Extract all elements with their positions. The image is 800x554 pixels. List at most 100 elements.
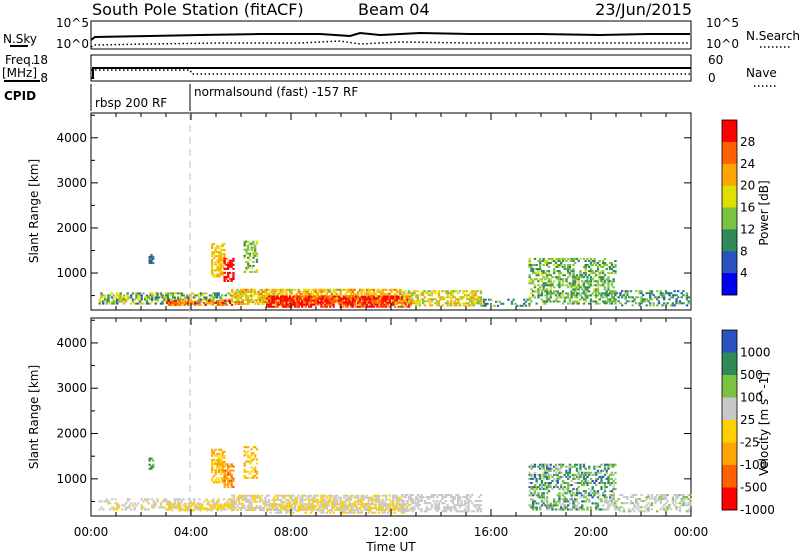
- velocity-cell: [399, 496, 402, 499]
- power-cell: [364, 299, 367, 302]
- power-cell: [430, 292, 434, 295]
- power-cell: [400, 295, 404, 298]
- power-cell: [560, 257, 563, 260]
- power-cell: [330, 297, 334, 300]
- velocity-cell: [584, 496, 587, 499]
- power-cell: [561, 294, 565, 297]
- power-cell: [329, 288, 332, 291]
- velocity-cell: [610, 502, 613, 505]
- power-cell: [323, 301, 327, 303]
- power-cell: [574, 262, 577, 264]
- power-cell: [575, 300, 579, 303]
- power-cell: [596, 280, 600, 283]
- velocity-cell: [320, 496, 323, 499]
- power-cell: [214, 251, 217, 254]
- velocity-cell: [546, 500, 549, 503]
- power-cell: [462, 290, 465, 293]
- power-cell: [117, 296, 121, 299]
- velocity-cell: [563, 508, 566, 511]
- power-cell: [218, 251, 221, 254]
- power-cell: [357, 295, 360, 298]
- power-cell: [211, 245, 214, 248]
- velocity-cell: [680, 494, 683, 496]
- power-cell: [595, 274, 598, 277]
- velocity-cell: [371, 502, 374, 505]
- power-cell: [145, 298, 149, 301]
- velocity-cell: [631, 496, 634, 499]
- power-cell: [311, 295, 314, 298]
- power-cell: [539, 266, 542, 268]
- velocity-cell: [168, 500, 171, 503]
- power-cell: [220, 303, 223, 306]
- power-cell: [457, 292, 460, 295]
- power-cell: [554, 294, 558, 297]
- power-cell: [570, 302, 573, 305]
- power-cell: [280, 297, 283, 300]
- power-cell: [271, 305, 274, 308]
- velocity-cell: [411, 506, 414, 509]
- power-cell: [561, 280, 565, 283]
- power-cell: [612, 296, 615, 299]
- power-cell: [166, 292, 170, 295]
- power-cell: [208, 298, 212, 301]
- velocity-cell: [378, 494, 381, 497]
- velocity-cell: [117, 506, 121, 509]
- power-cell: [154, 292, 157, 295]
- power-cell: [591, 292, 594, 295]
- power-cell: [479, 292, 483, 295]
- power-cell: [135, 296, 138, 299]
- power-cell: [355, 299, 358, 301]
- velocity-cell: [360, 504, 363, 507]
- power-cell: [246, 288, 250, 291]
- power-cell: [565, 278, 568, 281]
- velocity-cell: [218, 465, 221, 467]
- velocity-cell: [530, 475, 533, 478]
- power-cell: [339, 288, 342, 291]
- velocity-cell: [533, 475, 537, 478]
- velocity-cell: [116, 502, 119, 505]
- velocity-cell: [362, 494, 365, 497]
- velocity-cell: [575, 469, 579, 472]
- velocity-cell: [353, 496, 356, 499]
- power-cell: [528, 262, 531, 264]
- velocity-cell: [687, 508, 690, 511]
- velocity-cell: [357, 494, 360, 497]
- power-cell: [273, 295, 276, 298]
- velocity-cell: [217, 498, 220, 501]
- velocity-cell: [556, 486, 559, 489]
- power-cell: [554, 257, 558, 260]
- power-cell: [535, 264, 538, 266]
- power-cell: [330, 303, 334, 306]
- velocity-cell: [190, 503, 193, 506]
- velocity-cell: [595, 484, 598, 487]
- power-cell: [102, 302, 105, 305]
- velocity-cell: [259, 509, 262, 511]
- power-cell: [339, 299, 342, 302]
- velocity-cell: [528, 473, 531, 476]
- power-cell: [278, 297, 281, 300]
- power-cell: [432, 298, 435, 301]
- velocity-cell: [607, 482, 610, 484]
- velocity-cell: [684, 498, 687, 501]
- power-cell: [659, 294, 662, 297]
- velocity-cell: [381, 507, 384, 510]
- velocity-cell: [253, 498, 257, 501]
- velocity-cell: [444, 494, 448, 496]
- power-cell: [212, 273, 216, 276]
- power-cell: [595, 292, 598, 295]
- velocity-cell: [257, 506, 260, 509]
- velocity-cell: [283, 504, 286, 507]
- power-cell: [401, 304, 404, 307]
- power-cell: [187, 299, 190, 302]
- velocity-cell: [574, 494, 577, 497]
- power-cell: [231, 299, 234, 301]
- velocity-cell: [584, 480, 587, 482]
- power-cell: [602, 260, 605, 262]
- power-cell: [607, 286, 610, 289]
- power-cell: [439, 298, 442, 301]
- power-cell: [584, 270, 587, 273]
- velocity-cell: [236, 498, 239, 501]
- velocity-cell: [202, 507, 206, 510]
- velocity-cell: [549, 502, 552, 505]
- power-cell: [602, 278, 605, 281]
